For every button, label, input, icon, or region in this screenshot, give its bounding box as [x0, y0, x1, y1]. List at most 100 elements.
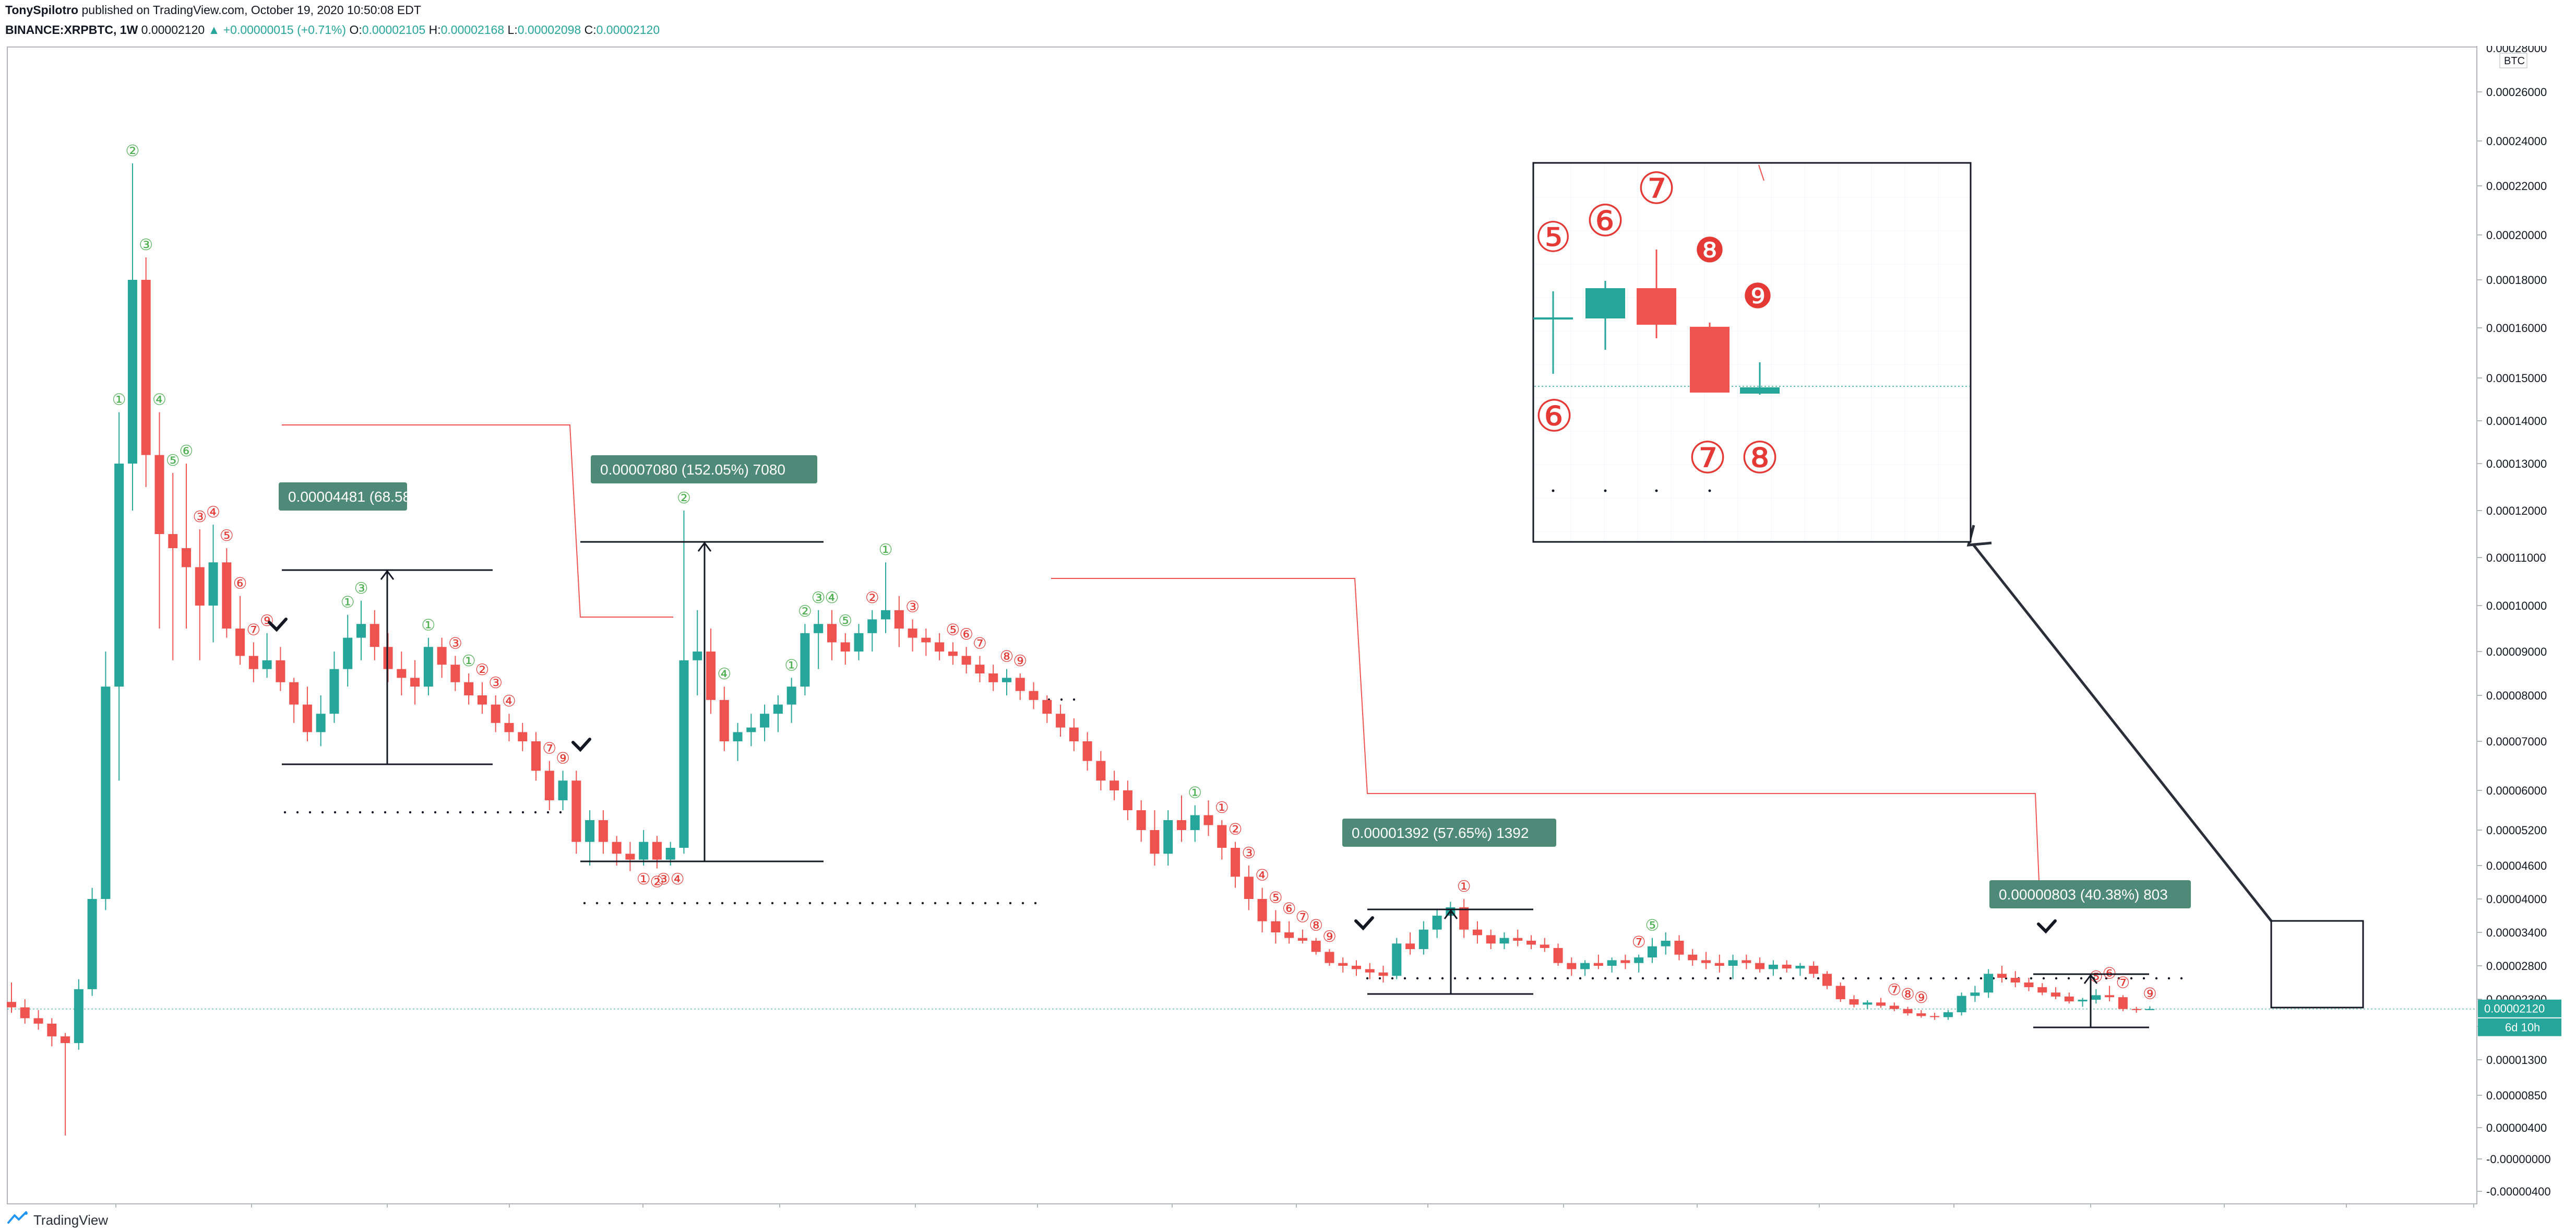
candle-body	[1889, 1005, 1899, 1009]
support-dots	[633, 902, 636, 905]
measure-label-box	[591, 455, 817, 483]
tradingview-logo-icon[interactable]	[7, 1211, 30, 1226]
trend-line	[282, 424, 673, 618]
candle-body	[625, 854, 635, 860]
price-tick-label: 0.00008000	[2486, 689, 2547, 702]
candle-body	[410, 678, 420, 687]
support-dots	[283, 811, 287, 814]
measure-label-box	[1342, 819, 1556, 847]
price-axis-ticks: 0.00026000 0.00024000 0.00022000 0.00020000…	[2477, 42, 2561, 1198]
candle-body	[168, 534, 178, 548]
candle-body	[612, 842, 622, 854]
support-dots	[2067, 977, 2070, 980]
support-dots	[1742, 977, 1745, 980]
support-dots	[1867, 977, 1870, 980]
candle-body	[477, 695, 487, 705]
candle-body	[1553, 948, 1563, 963]
candle-body	[786, 686, 796, 705]
candle-body	[195, 567, 205, 606]
candle-body	[1970, 992, 1980, 996]
support-dots	[296, 811, 299, 814]
candle-body	[1472, 929, 1482, 936]
candle-body	[1203, 815, 1213, 825]
candle-body	[1647, 946, 1657, 957]
support-dots	[2117, 977, 2120, 980]
support-dots	[1929, 977, 1933, 980]
support-dots	[1967, 977, 1970, 980]
td-count-label: ⑥	[1282, 901, 1296, 918]
price-tick-label: 0.00011000	[2486, 551, 2546, 564]
trend-line	[1051, 578, 2040, 894]
inset-dot	[1552, 489, 1555, 492]
inset-trend-line	[1758, 164, 1764, 181]
support-dots	[1779, 977, 1782, 980]
candle-body	[1056, 714, 1066, 728]
support-dots	[1754, 977, 1757, 980]
measure-label: 0.00007080 (152.05%) 7080	[600, 461, 785, 478]
price-tick-label: 0.00000400	[2486, 1121, 2547, 1134]
support-dots	[559, 811, 562, 814]
price-tick-label: 0.00014000	[2486, 415, 2547, 428]
candle-body	[1593, 963, 1603, 966]
candle-body	[693, 652, 702, 660]
footer: TradingView	[7, 1208, 216, 1229]
support-dots	[1716, 977, 1720, 980]
price-tick-label: 0.00010000	[2486, 599, 2547, 612]
candle-body	[1943, 1012, 1953, 1017]
candle-body	[2105, 995, 2115, 998]
candle-body	[74, 989, 84, 1043]
open-label: O:	[349, 23, 362, 37]
unit-badge	[2499, 53, 2527, 68]
candle-body	[598, 820, 608, 842]
support-dots	[833, 902, 837, 905]
support-dots	[409, 811, 412, 814]
td-count-label: ④	[825, 589, 839, 607]
td-count-label: ①	[784, 657, 798, 674]
td-count-label: ④	[502, 693, 516, 710]
candle-body	[1110, 780, 1119, 790]
support-dots	[1892, 977, 1895, 980]
candle-body	[87, 899, 97, 989]
candle-body	[935, 642, 945, 652]
candle-body	[61, 1036, 70, 1043]
support-dots	[1629, 977, 1632, 980]
measure-label: 0.00004481 (68.58%) 4481	[288, 489, 465, 505]
arrow-icon	[1966, 525, 1992, 547]
support-dots	[509, 811, 512, 814]
inset-dot	[1708, 489, 1711, 492]
price-tick-label: 0.00013000	[2486, 457, 2547, 470]
support-dots	[1021, 902, 1024, 905]
candle-body	[302, 704, 312, 732]
author-name[interactable]: TonySpilotro	[5, 3, 79, 17]
candle-body	[1284, 932, 1294, 938]
candle-body	[1325, 952, 1334, 963]
symbol-label[interactable]: BINANCE:XRPBTC, 1W	[5, 23, 138, 37]
support-dots	[758, 902, 761, 905]
candle-body	[101, 686, 111, 899]
support-dots	[1804, 977, 1807, 980]
price-tick-label: 0.00020000	[2486, 229, 2547, 242]
chart-area[interactable]: ① ② ③ ④ ⑤ ⑥ ③ ④ ⑤ ⑥ ⑦ ⑨ ① ③ ① ③ ① ② ③ ④ ⑦ ⑨ ① ② ③④ ② ④ ① ② ③ ④ ⑤ ② ① ③ ⑤ ⑥ ⑦ ⑧…	[0, 42, 2576, 1226]
price-tick-label: -0.00000400	[2486, 1185, 2551, 1198]
td-count-label: ①	[637, 871, 651, 888]
price-tick-label: 0.00026000	[2486, 86, 2547, 99]
candle-body	[1782, 964, 1792, 969]
support-dots	[771, 902, 774, 905]
inset-candle-body	[1533, 317, 1573, 319]
candle-body	[1432, 916, 1442, 930]
inset-dot	[1655, 489, 1658, 492]
candle-body	[127, 280, 137, 464]
candle-body	[1957, 996, 1966, 1012]
candle-body	[854, 633, 864, 652]
candle-body	[329, 669, 339, 714]
candlestick-chart[interactable]: ①②③④⑤⑥③④⑤⑥⑦⑨①③①③①②③④⑦⑨①②③④②④①②③④⑤②①③⑤⑥⑦⑧…	[0, 42, 2576, 1226]
td-count-label: ④	[206, 504, 220, 521]
candle-body	[988, 673, 998, 682]
price-tick-label: 0.00004600	[2486, 859, 2547, 872]
candle-body	[289, 682, 299, 705]
support-dots	[1403, 977, 1406, 980]
td-count-label: ①	[1188, 785, 1202, 802]
support-dots	[2155, 977, 2158, 980]
candle-body	[1984, 974, 1994, 993]
support-dots	[1654, 977, 1657, 980]
